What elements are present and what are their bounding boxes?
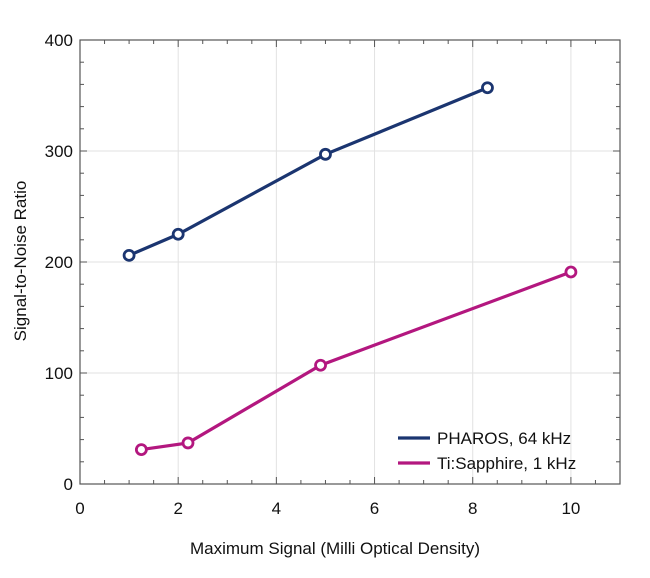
y-tick-label: 200 [45,253,73,272]
x-tick-label: 8 [468,499,477,518]
plot-frame [79,39,621,485]
data-point-marker [564,265,578,279]
x-tick-label: 10 [561,499,580,518]
data-point-marker [314,358,327,372]
data-point-marker [122,248,136,262]
series-line-0 [128,86,489,257]
data-point-marker [171,227,185,241]
x-tick-label: 0 [75,499,84,518]
legend-label: PHAROS, 64 kHz [437,429,571,448]
series-layer [122,81,578,456]
legend-label: Ti:Sapphire, 1 kHz [437,454,576,473]
series-line-1 [141,270,572,452]
y-tick-label: 400 [45,31,73,50]
x-axis-label: Maximum Signal (Milli Optical Density) [190,539,480,558]
legend: PHAROS, 64 kHz Ti:Sapphire, 1 kHz [398,429,576,473]
grid [80,40,620,484]
x-tick-label: 6 [370,499,379,518]
y-tick-label: 300 [45,142,73,161]
y-tick-label: 100 [45,364,73,383]
x-tick-label: 2 [173,499,182,518]
data-point-marker [319,147,332,161]
x-tick-label: 4 [272,499,281,518]
data-point-marker [134,443,148,456]
y-tick-label: 0 [64,475,73,494]
data-point-marker [481,81,494,95]
y-axis-label: Signal-to-Noise Ratio [11,181,30,342]
data-point-marker [181,436,195,450]
